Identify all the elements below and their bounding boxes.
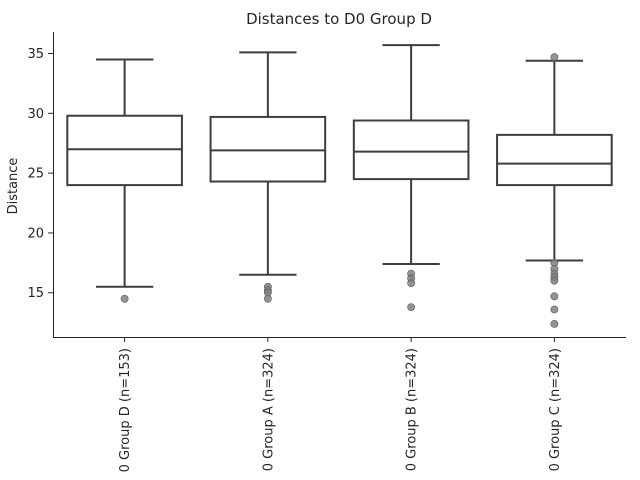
box-group	[352, 44, 470, 311]
outlier-point	[550, 292, 559, 301]
iqr-box	[496, 133, 613, 187]
x-tick-label: 0 Group D (n=153)	[118, 348, 133, 472]
outlier-point	[407, 279, 416, 288]
outlier-point	[407, 303, 416, 311]
box-group	[496, 53, 613, 328]
box-group	[209, 51, 327, 303]
x-tick-label: 0 Group A (n=324)	[261, 348, 276, 471]
boxes	[66, 44, 613, 328]
y-tick-label: 20	[27, 226, 44, 241]
x-ticks: 0 Group D (n=153) 0 Group A (n=324) 0 Grou…	[118, 337, 563, 472]
outlier-point	[550, 53, 559, 62]
y-tick-label: 35	[27, 47, 44, 62]
x-tick-label: 0 Group C (n=324)	[548, 348, 563, 471]
x-tick-label: 0 Group B (n=324)	[405, 348, 420, 471]
iqr-box	[209, 115, 327, 183]
outlier-point	[263, 294, 272, 303]
iqr-box	[352, 119, 470, 181]
y-axis-label: Distance	[6, 158, 21, 215]
y-ticks: 15 20 25 30 35	[27, 47, 53, 301]
outlier-point	[550, 305, 559, 314]
outlier-point	[120, 294, 129, 303]
outlier-point	[550, 319, 559, 328]
box-group	[66, 58, 183, 303]
outlier-point	[550, 276, 559, 285]
iqr-box	[66, 114, 183, 187]
y-tick-label: 30	[27, 107, 44, 122]
chart-title: Distances to D0 Group D	[246, 10, 432, 28]
y-tick-label: 25	[27, 167, 44, 182]
y-tick-label: 15	[27, 286, 44, 301]
